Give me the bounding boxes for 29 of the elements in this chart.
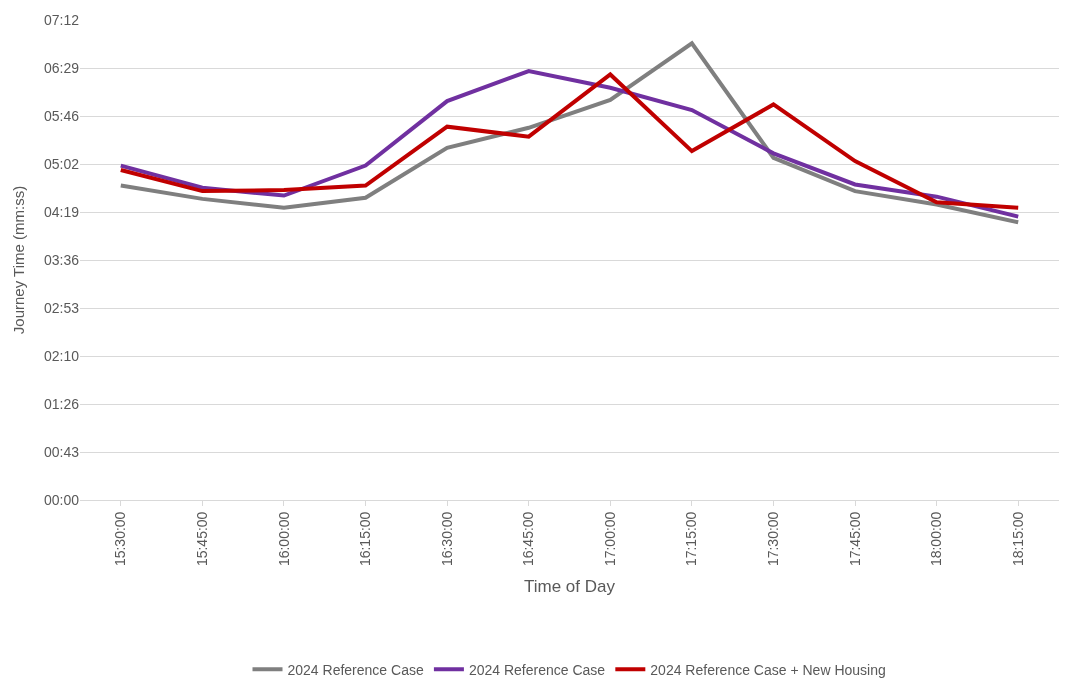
y-tick-label: 02:53 <box>43 299 80 316</box>
x-tick-label: 16:00:00 <box>275 511 292 567</box>
x-tick-label: 15:45:00 <box>193 511 210 567</box>
y-tick-label: 04:19 <box>43 203 80 220</box>
y-tick-label: 03:36 <box>43 251 80 268</box>
x-tick-label: 17:45:00 <box>846 511 863 567</box>
y-tick-label: 06:29 <box>43 59 80 76</box>
legend-label: 2024 Reference Case <box>468 661 606 678</box>
x-tick-label: 18:15:00 <box>1009 511 1026 567</box>
y-tick-label: 02:10 <box>43 347 80 364</box>
y-tick-label: 07:12 <box>43 11 80 28</box>
x-tick-label: 17:15:00 <box>683 511 700 567</box>
y-tick-label: 05:46 <box>43 107 80 124</box>
x-tick-label: 18:00:00 <box>928 511 945 567</box>
x-tick-label: 17:30:00 <box>765 511 782 567</box>
x-tick-label: 16:15:00 <box>357 511 374 567</box>
y-tick-label: 05:02 <box>43 155 80 172</box>
y-axis-title: Journey Time (mm:ss) <box>10 185 28 335</box>
line-series <box>118 41 1021 225</box>
x-axis-title: Time of Day <box>523 577 616 597</box>
x-tick-label: 16:30:00 <box>438 511 455 567</box>
x-tick-label: 15:30:00 <box>112 511 129 567</box>
y-tick-label: 00:00 <box>43 491 80 508</box>
y-tick-label: 00:43 <box>43 443 80 460</box>
x-tick-label: 16:45:00 <box>520 511 537 567</box>
y-tick-label: 01:26 <box>43 395 80 412</box>
legend-label: 2024 Reference Case + New Housing <box>650 661 886 678</box>
x-tick-label: 17:00:00 <box>601 511 618 567</box>
legend-label: 2024 Reference Case <box>287 661 424 678</box>
